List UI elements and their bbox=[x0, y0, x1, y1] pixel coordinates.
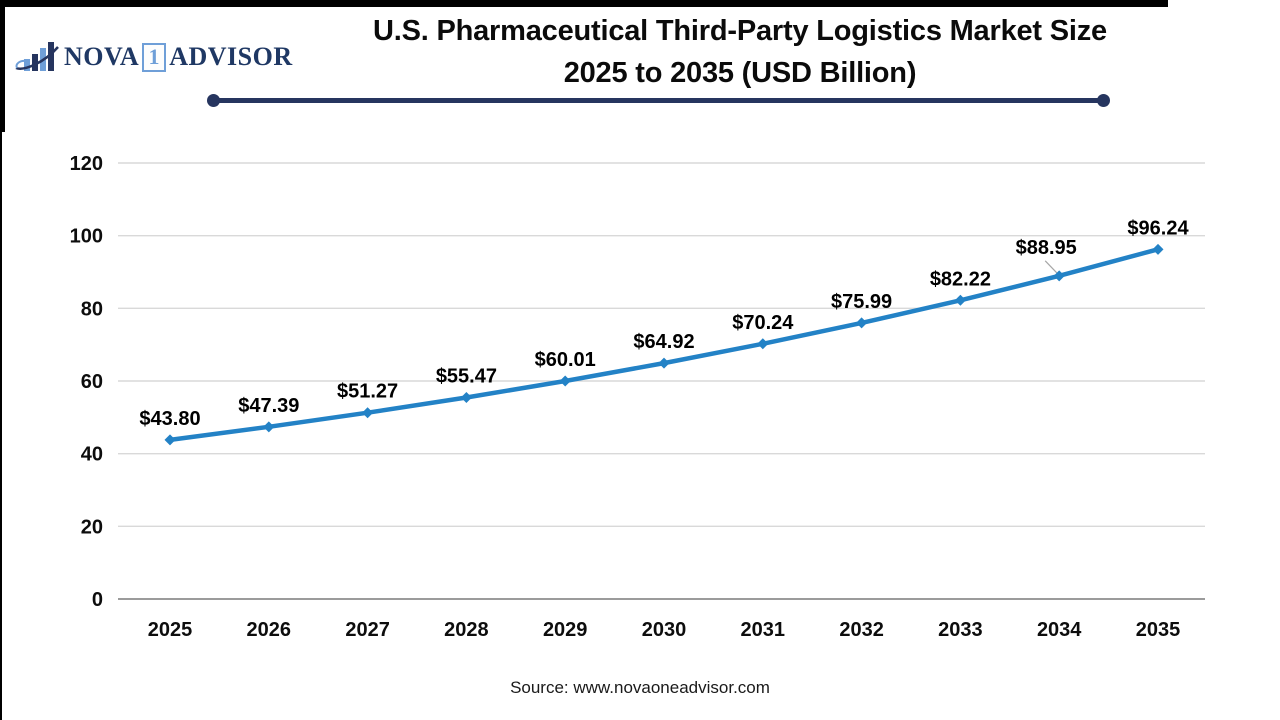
y-axis-label: 0 bbox=[92, 589, 103, 611]
chart-title-line1: U.S. Pharmaceutical Third-Party Logistic… bbox=[373, 15, 1107, 47]
data-point-marker bbox=[263, 421, 275, 433]
chart-title-line2: 2025 to 2035 (USD Billion) bbox=[563, 57, 917, 89]
brand-name-right: ADVISOR bbox=[169, 42, 293, 71]
data-point-marker bbox=[559, 375, 571, 387]
data-label: $47.39 bbox=[238, 395, 299, 417]
x-axis-label: 2030 bbox=[642, 619, 687, 641]
data-point-marker bbox=[1053, 270, 1065, 282]
data-point-marker bbox=[757, 338, 769, 350]
x-axis-label: 2025 bbox=[148, 619, 193, 641]
x-axis-label: 2028 bbox=[444, 619, 489, 641]
data-point-marker bbox=[954, 294, 966, 306]
brand-number-box: 1 bbox=[142, 42, 167, 72]
source-note: Source: www.novaoneadvisor.com bbox=[510, 678, 770, 697]
y-axis-label: 20 bbox=[81, 516, 103, 538]
data-point-marker bbox=[164, 434, 176, 446]
y-axis-label: 120 bbox=[70, 153, 103, 175]
x-axis-label: 2027 bbox=[345, 619, 390, 641]
data-label: $43.80 bbox=[139, 408, 200, 430]
y-axis-label: 80 bbox=[81, 298, 103, 320]
brand-name-left: NOVA bbox=[64, 42, 140, 71]
title-underline bbox=[207, 93, 1110, 107]
data-label: $82.22 bbox=[930, 268, 991, 290]
brand-logo: NOVA 1 ADVISOR bbox=[14, 34, 293, 80]
x-axis-label: 2026 bbox=[247, 619, 292, 641]
x-axis-label: 2033 bbox=[938, 619, 983, 641]
x-axis-label: 2031 bbox=[741, 619, 786, 641]
top-edge-bar bbox=[0, 0, 1168, 7]
left-edge-line bbox=[0, 0, 2, 720]
y-axis-label: 60 bbox=[81, 371, 103, 393]
data-label: $64.92 bbox=[633, 331, 694, 353]
data-point-marker bbox=[856, 317, 868, 329]
data-label: $88.95 bbox=[1016, 237, 1077, 259]
data-label: $60.01 bbox=[535, 349, 596, 371]
title-underline-dot-right bbox=[1097, 93, 1110, 107]
data-point-marker bbox=[658, 357, 670, 369]
data-label: $96.24 bbox=[1127, 217, 1189, 239]
x-axis-label: 2035 bbox=[1136, 619, 1181, 641]
data-point-marker bbox=[460, 391, 472, 403]
x-axis-label: 2029 bbox=[543, 619, 588, 641]
x-axis-label: 2034 bbox=[1037, 619, 1082, 641]
bar-chart-swoosh-icon bbox=[15, 42, 59, 71]
data-label: $70.24 bbox=[732, 312, 794, 334]
y-axis-label: 40 bbox=[81, 444, 103, 466]
data-label: $55.47 bbox=[436, 365, 497, 387]
brand-name: NOVA 1 ADVISOR bbox=[64, 42, 293, 72]
y-axis-label: 100 bbox=[70, 226, 103, 248]
title-underline-dot-left bbox=[207, 93, 220, 107]
data-label: $51.27 bbox=[337, 381, 398, 403]
label-leader-line bbox=[1044, 260, 1059, 275]
x-axis-label: 2032 bbox=[839, 619, 884, 641]
chart-title: U.S. Pharmaceutical Third-Party Logistic… bbox=[200, 10, 1280, 94]
data-point-marker bbox=[362, 407, 374, 419]
data-point-marker bbox=[1152, 243, 1164, 255]
left-edge-bar bbox=[0, 0, 5, 132]
data-label: $75.99 bbox=[831, 291, 892, 313]
